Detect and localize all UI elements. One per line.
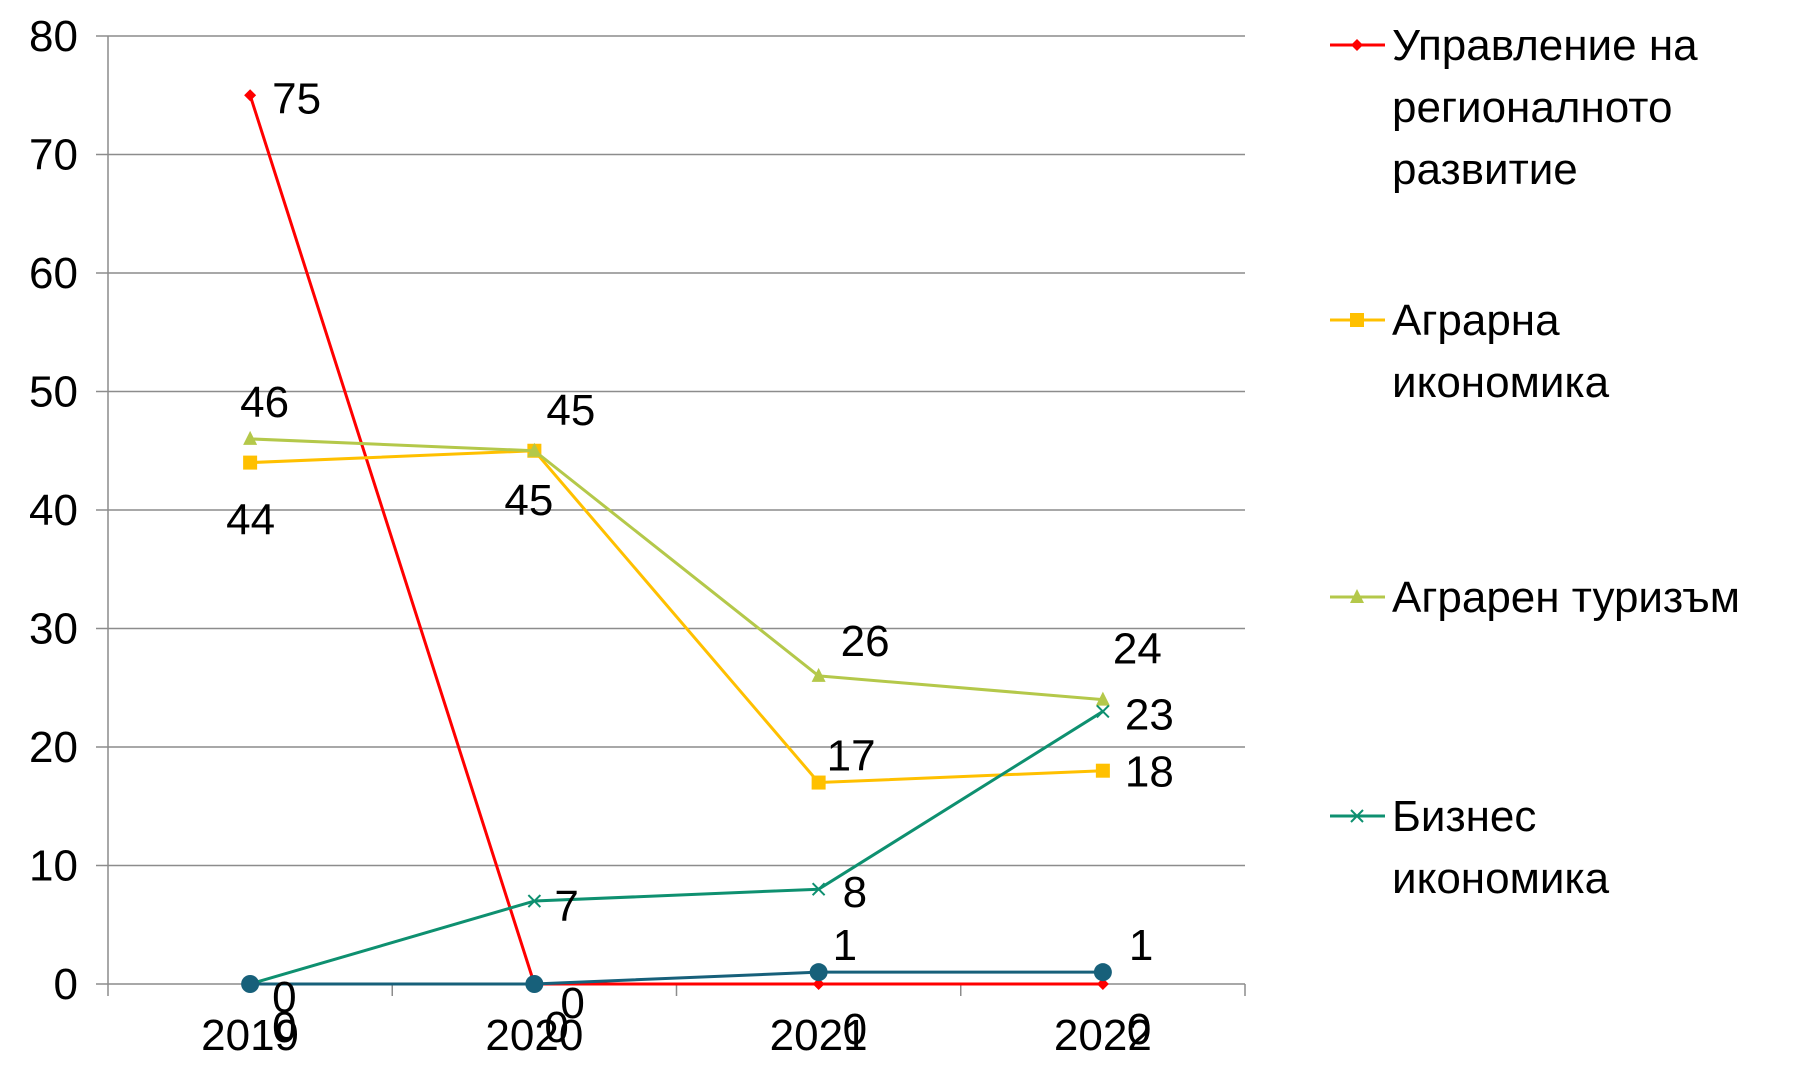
- data-label: 0: [560, 979, 584, 1028]
- marker-triangle: [1350, 589, 1364, 603]
- marker-diamond: [244, 89, 257, 102]
- series-2: [243, 443, 1110, 790]
- data-label: 26: [841, 617, 890, 666]
- marker-triangle: [527, 442, 542, 457]
- data-label: 18: [1125, 748, 1174, 797]
- legend-entry: Аграрен туризъм: [1330, 573, 1740, 622]
- marker-circle: [241, 975, 260, 993]
- legend-entry: Аграрна икономика: [1330, 296, 1610, 407]
- data-label: 44: [226, 496, 275, 545]
- marker-x: [1096, 704, 1110, 719]
- legend-label: Управление на: [1392, 21, 1698, 70]
- marker-x: [527, 894, 542, 908]
- marker-circle: [525, 975, 544, 993]
- y-tick-label: 60: [29, 249, 78, 298]
- data-label: 45: [504, 476, 553, 525]
- data-label: 1: [833, 921, 857, 970]
- legend-label: регионалното: [1392, 83, 1672, 132]
- data-label: 46: [240, 378, 289, 427]
- legend-label: икономика: [1392, 854, 1610, 903]
- y-tick-label: 30: [29, 605, 78, 654]
- legend-entry: Управление на регионалното развитие: [1330, 21, 1698, 194]
- y-tick-label: 0: [54, 960, 78, 1009]
- data-label: 75: [272, 74, 321, 123]
- data-label: 45: [546, 386, 595, 435]
- x-tick-label: 2019: [201, 1011, 299, 1060]
- marker-square: [1350, 313, 1364, 327]
- series-5: [241, 963, 1112, 993]
- legend-label: Аграрен туризъм: [1392, 573, 1740, 622]
- y-tick-label: 40: [29, 486, 78, 535]
- y-tick-label: 70: [29, 131, 78, 180]
- data-label: 8: [843, 868, 867, 917]
- marker-square: [1095, 763, 1110, 778]
- grid: [108, 35, 1245, 867]
- data-label: 7: [554, 882, 578, 931]
- legend-label: икономика: [1392, 358, 1610, 407]
- marker-triangle: [243, 430, 258, 445]
- series-line: [249, 710, 1104, 986]
- series-4: [243, 704, 1110, 991]
- series-line: [250, 437, 1103, 702]
- series-line: [250, 970, 1103, 986]
- marker-x: [1350, 809, 1364, 823]
- marker-square: [243, 455, 258, 470]
- marker-square: [811, 775, 826, 790]
- data-label: 23: [1125, 690, 1174, 739]
- marker-circle: [1093, 963, 1112, 982]
- data-label: 24: [1113, 625, 1162, 674]
- y-tick-label: 80: [29, 12, 78, 61]
- legend-entry: Бизнес икономика: [1330, 792, 1610, 903]
- data-label: 0: [1127, 1005, 1151, 1054]
- x-tick-label: 2020: [485, 1011, 583, 1060]
- marker-circle: [809, 963, 828, 982]
- marker-triangle: [811, 667, 826, 682]
- data-label: 0: [843, 1005, 867, 1054]
- series-lines: [241, 89, 1112, 993]
- legend-label: Аграрна: [1392, 296, 1560, 345]
- legend-label: развитие: [1392, 145, 1578, 194]
- series-3: [243, 430, 1110, 706]
- data-label: 0: [272, 973, 296, 1022]
- series-line: [250, 449, 1103, 785]
- x-tick-label: 2022: [1054, 1011, 1152, 1060]
- y-tick-label: 10: [29, 842, 78, 891]
- legend: Управление на регионалното развитие Аграрна…: [1330, 21, 1740, 903]
- marker-x: [811, 882, 826, 896]
- series-1: [244, 89, 1109, 990]
- marker-diamond: [1351, 39, 1363, 51]
- marker-diamond: [1096, 978, 1109, 990]
- y-tick-label: 20: [29, 723, 78, 772]
- marker-triangle: [1095, 691, 1110, 706]
- data-label: 0: [544, 1003, 568, 1052]
- x-tick-label: 2021: [770, 1011, 868, 1060]
- data-label: 17: [827, 732, 876, 781]
- legend-label: Бизнес: [1392, 792, 1536, 841]
- marker-diamond: [812, 978, 825, 990]
- data-label: 1: [1129, 921, 1153, 970]
- y-tick-label: 50: [29, 368, 78, 417]
- series-line: [248, 94, 1103, 986]
- data-label: 0: [272, 1003, 296, 1052]
